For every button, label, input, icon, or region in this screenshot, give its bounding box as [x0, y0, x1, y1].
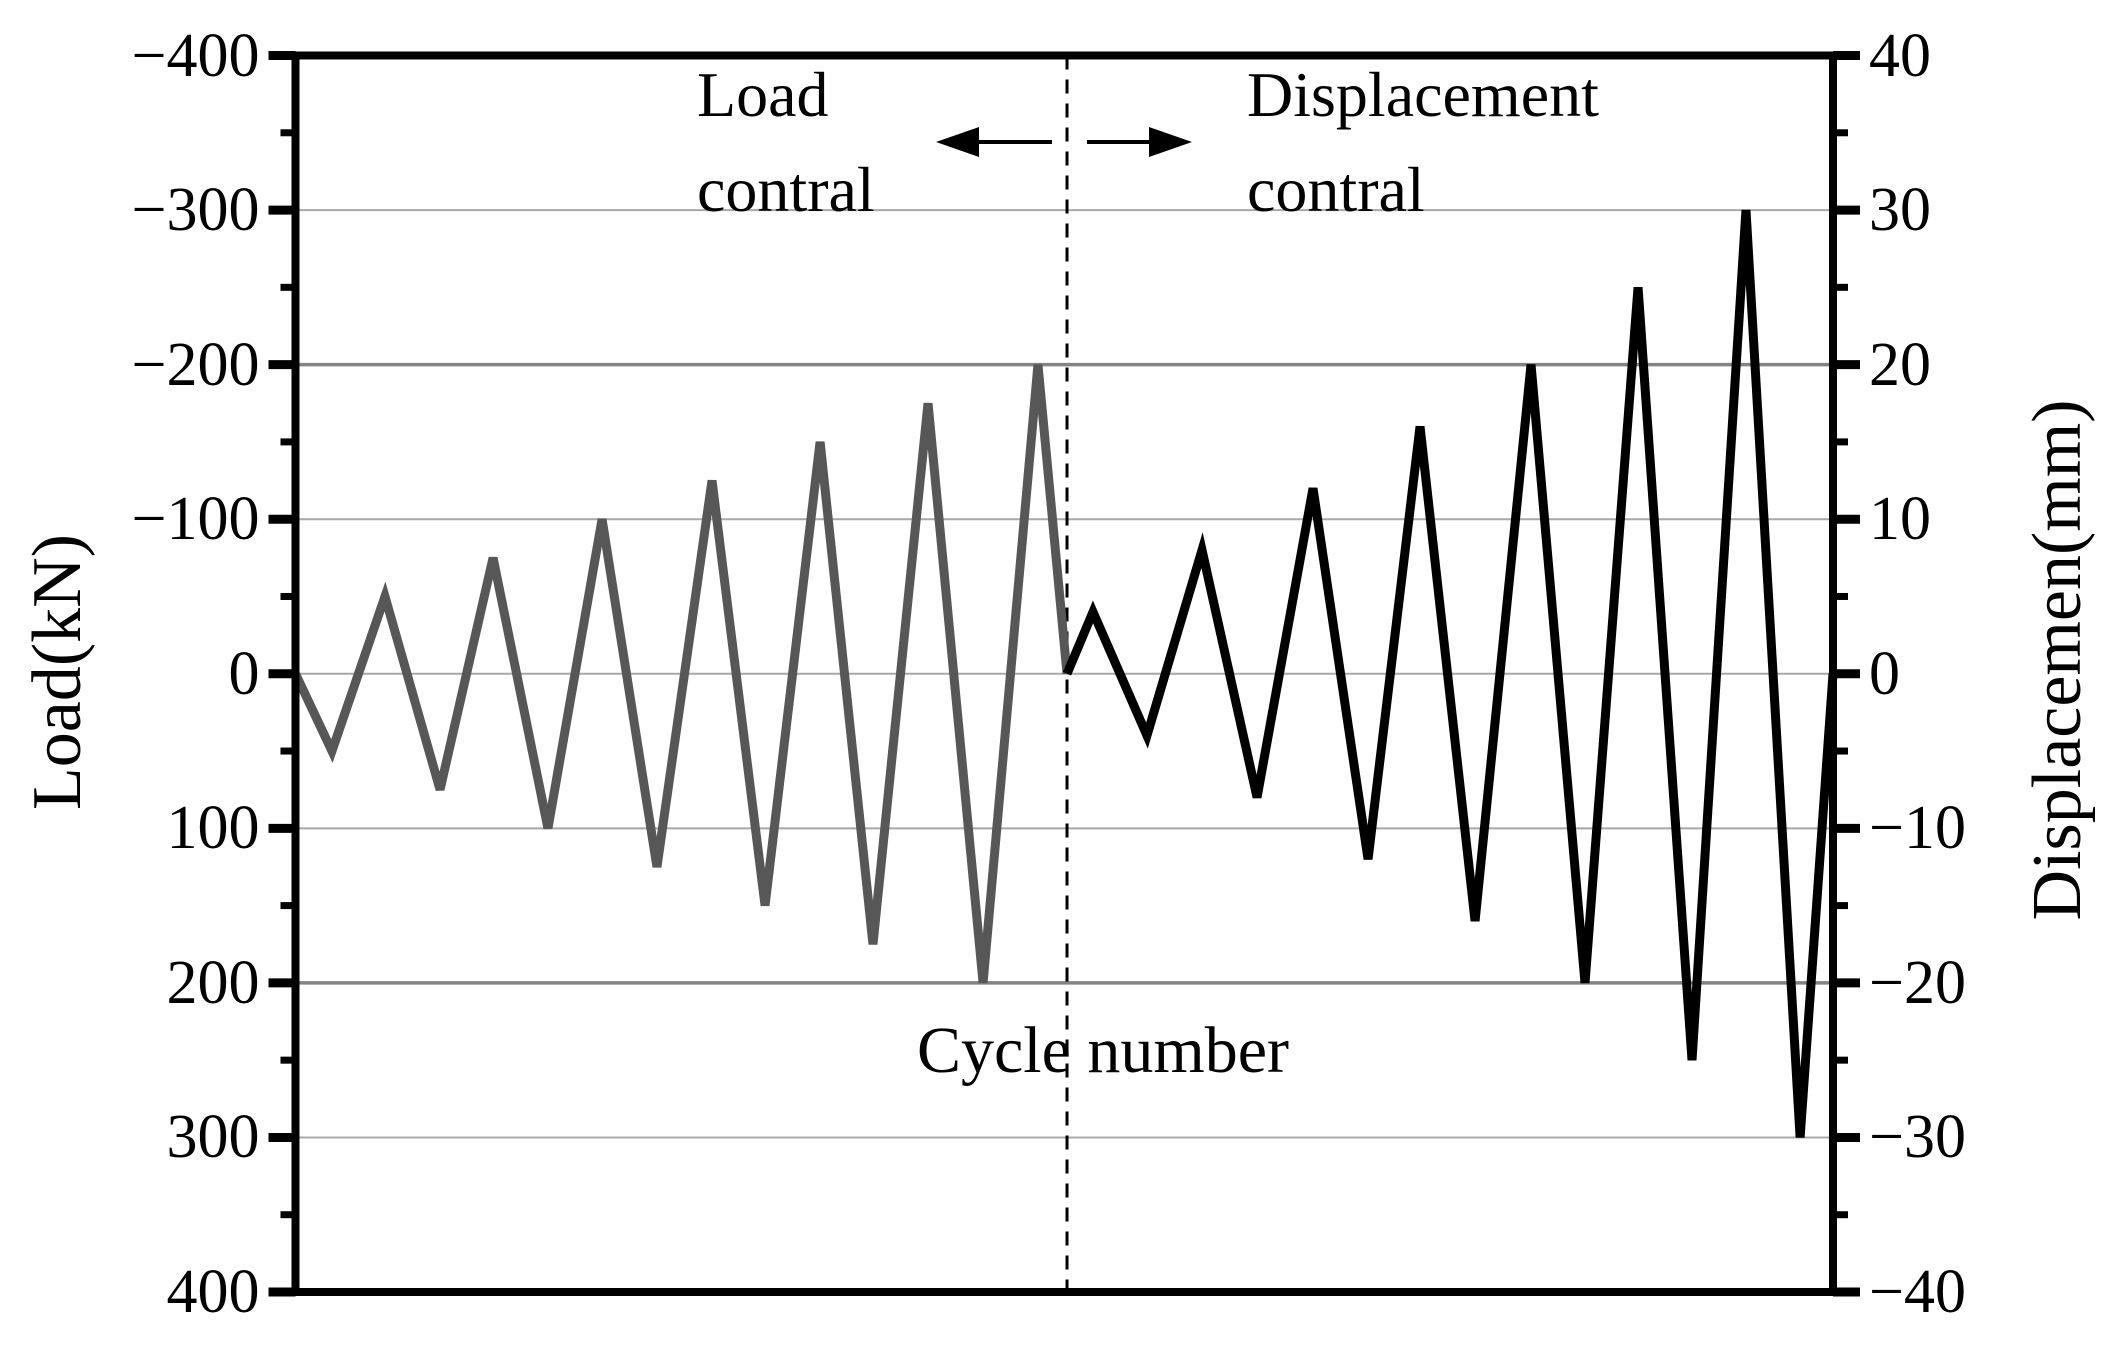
- left-axis-tick-label: −300: [131, 176, 260, 245]
- displacement-zone-label-line2: contral: [1247, 154, 1425, 225]
- left-axis-tick-label: −200: [131, 330, 260, 399]
- right-arrow-icon: [1149, 127, 1193, 157]
- load-control-series-line: [291, 364, 1072, 984]
- right-axis-tick-label: 10: [1869, 485, 1931, 554]
- load-zone-label-line1: Load: [697, 59, 829, 130]
- right-axis-tick-label: 20: [1869, 330, 1931, 399]
- x-axis-label: Cycle number: [916, 1014, 1290, 1087]
- right-axis-tick-label: −30: [1869, 1103, 1966, 1172]
- right-axis-tick-label: −10: [1869, 794, 1966, 863]
- left-arrow-icon: [936, 127, 980, 157]
- left-axis-tick-label: 200: [166, 948, 260, 1017]
- load-zone-label-line2: contral: [697, 154, 875, 225]
- left-axis-tick-label: 400: [166, 1258, 260, 1326]
- left-axis-tick-label: 0: [228, 639, 260, 708]
- left-axis-tick-label: 300: [166, 1103, 260, 1172]
- right-axis-title: Displacemen(mm): [2019, 399, 2096, 921]
- right-axis-tick-label: −20: [1869, 948, 1966, 1017]
- right-axis-tick-label: −40: [1869, 1258, 1966, 1326]
- right-axis-tick-label: 0: [1869, 639, 1900, 708]
- right-axis-tick-label: 30: [1869, 176, 1931, 245]
- right-axis-tick-label: 40: [1869, 21, 1931, 90]
- left-axis-tick-label: −400: [131, 21, 260, 90]
- left-axis-tick-label: 100: [166, 794, 260, 863]
- displacement-control-series-line: [1062, 209, 1838, 1138]
- displacement-zone-label-line1: Displacement: [1247, 59, 1599, 130]
- left-axis-tick-label: −100: [131, 485, 260, 554]
